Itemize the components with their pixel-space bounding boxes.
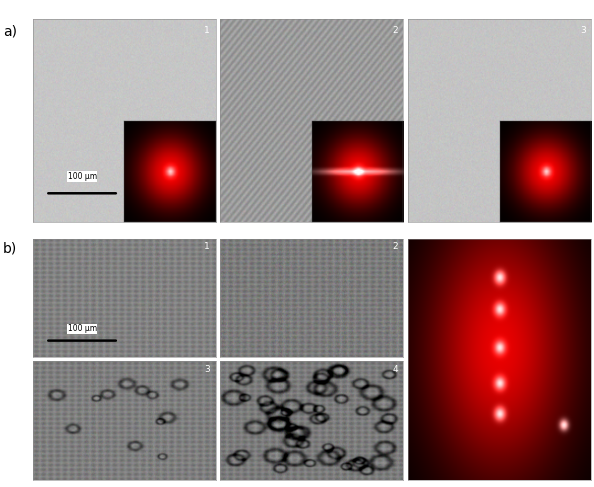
Text: a): a)	[3, 24, 17, 38]
Text: 1: 1	[204, 242, 210, 251]
Text: 2: 2	[392, 242, 398, 251]
Text: 1: 1	[204, 25, 210, 35]
Text: b): b)	[3, 241, 17, 255]
Text: 3: 3	[580, 25, 586, 35]
Text: 2: 2	[392, 25, 398, 35]
Text: 100 μm: 100 μm	[68, 324, 97, 334]
Text: 4: 4	[392, 365, 398, 374]
Text: 3: 3	[204, 365, 210, 374]
Text: 100 μm: 100 μm	[68, 172, 97, 181]
